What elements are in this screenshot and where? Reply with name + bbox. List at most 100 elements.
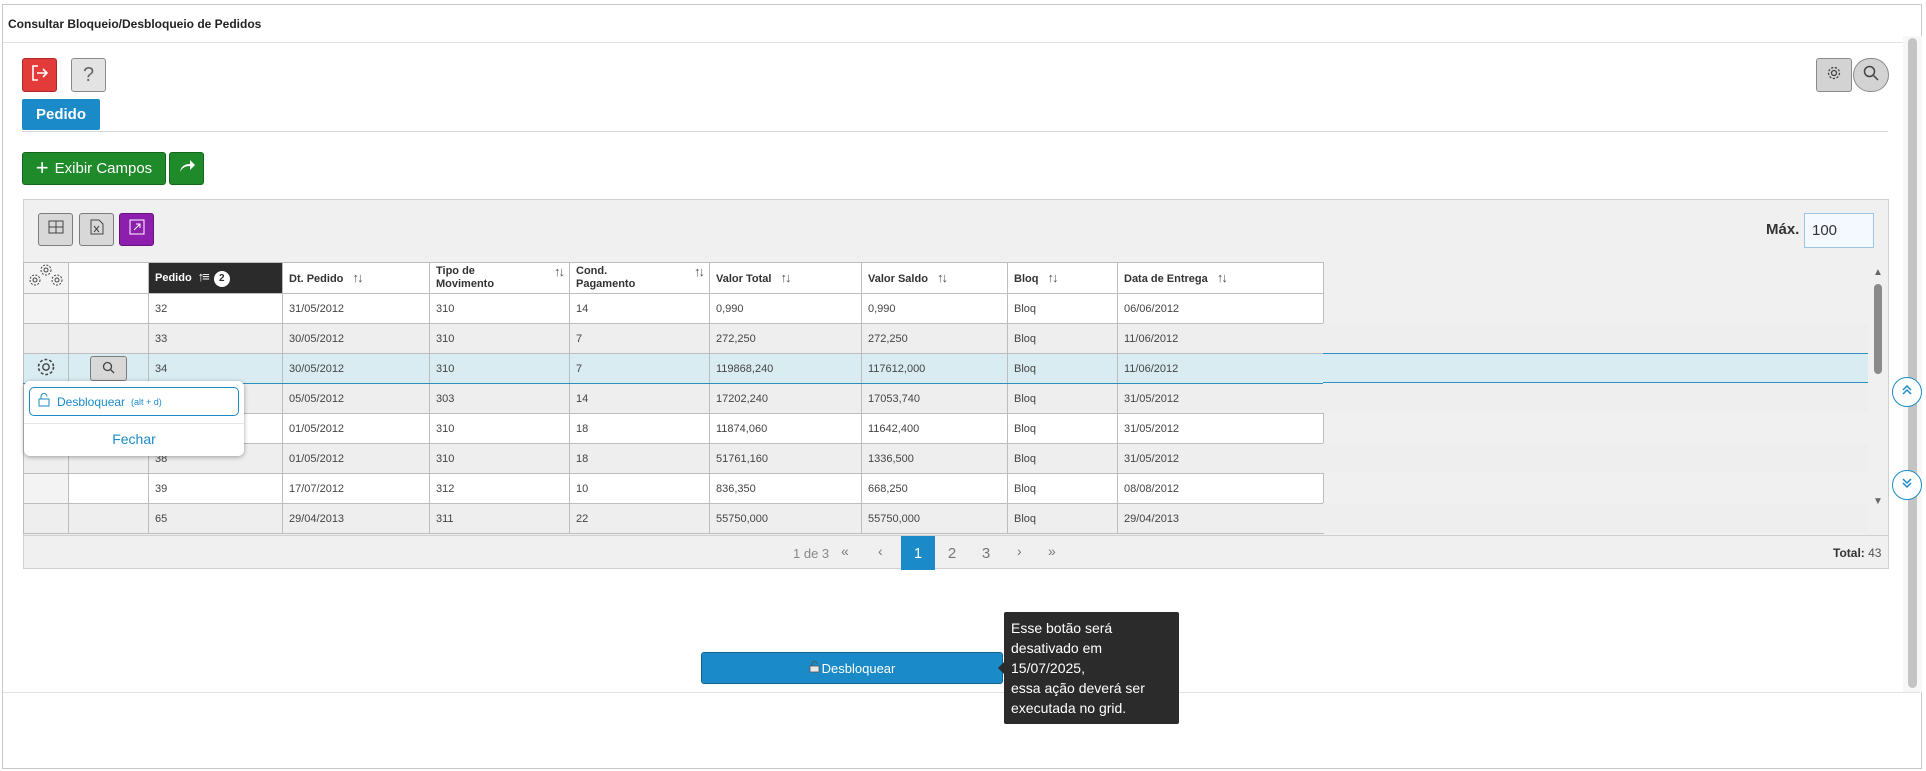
row-search-button[interactable] bbox=[90, 356, 127, 381]
page-button-1[interactable]: 1 bbox=[901, 536, 935, 570]
next-page-button[interactable]: › bbox=[1017, 543, 1022, 559]
search-icon bbox=[1863, 65, 1879, 86]
table-cell: 1336,500 bbox=[861, 443, 1008, 474]
chevrons-up-icon bbox=[1900, 383, 1914, 402]
max-rows-input[interactable] bbox=[1804, 213, 1874, 248]
column-header-pedido[interactable]: Pedido ↑≡ 2 bbox=[148, 262, 283, 294]
tooltip-line: executada no grid. bbox=[1011, 700, 1127, 716]
scroll-up-icon[interactable]: ▲ bbox=[1873, 267, 1883, 278]
page-button-3[interactable]: 3 bbox=[981, 544, 991, 562]
share-icon bbox=[178, 158, 196, 179]
table-cell: 39 bbox=[148, 473, 283, 504]
row-settings-cell[interactable] bbox=[23, 503, 69, 534]
table-cell: 18 bbox=[569, 413, 710, 444]
grid-scrollbar-thumb[interactable] bbox=[1874, 284, 1882, 374]
settings-button[interactable] bbox=[1816, 58, 1852, 92]
table-cell: 32 bbox=[148, 293, 283, 324]
column-header-cond-pagamento[interactable]: ↑↓ Cond. Pagamento bbox=[569, 262, 710, 294]
first-page-button[interactable]: « bbox=[841, 543, 849, 559]
table-cell: 31/05/2012 bbox=[1117, 413, 1324, 444]
unlock-button[interactable]: Desbloquear bbox=[701, 652, 1003, 684]
share-button[interactable] bbox=[169, 152, 204, 185]
page-button-2[interactable]: 2 bbox=[947, 544, 957, 562]
column-header-valor-saldo[interactable]: Valor Saldo ↑↓ bbox=[861, 262, 1008, 294]
table-cell: 30/05/2012 bbox=[282, 353, 430, 384]
table-cell: 311 bbox=[429, 503, 570, 534]
row-extension bbox=[1323, 413, 1868, 443]
table-cell: 17202,240 bbox=[709, 383, 862, 414]
exit-button[interactable] bbox=[22, 58, 57, 92]
row-settings-cell[interactable] bbox=[23, 473, 69, 504]
scroll-down-icon[interactable]: ▼ bbox=[1873, 496, 1883, 507]
export-excel-button[interactable] bbox=[79, 213, 114, 246]
expand-grid-button[interactable] bbox=[119, 213, 154, 246]
last-page-button[interactable]: » bbox=[1048, 543, 1056, 559]
table-cell: Bloq bbox=[1007, 443, 1118, 474]
table-cell: 22 bbox=[569, 503, 710, 534]
table-row[interactable]: 32 31/05/2012 310 14 0,990 0,990 Bloq 06/06/201… bbox=[23, 293, 1324, 324]
table-cell: 11/06/2012 bbox=[1117, 353, 1324, 384]
table-row[interactable]: 01/05/2012 310 18 11874,060 11642,400 Bloq 31/… bbox=[23, 413, 1324, 444]
grid-view-button[interactable] bbox=[38, 213, 73, 246]
exibir-campos-label: Exibir Campos bbox=[54, 160, 153, 177]
sort-icon: ↑↓ bbox=[1047, 269, 1059, 285]
unlock-icon bbox=[37, 393, 51, 410]
orders-table: Pedido ↑≡ 2 Dt. Pedido ↑↓ ↑↓ Tipo de Movime… bbox=[23, 262, 1324, 534]
menu-unlock-item[interactable]: Desbloquear (alt + d) bbox=[29, 387, 239, 416]
table-cell: 310 bbox=[429, 323, 570, 354]
search-button[interactable] bbox=[1853, 58, 1889, 92]
scroll-bottom-button[interactable] bbox=[1892, 470, 1922, 500]
chevrons-down-icon bbox=[1900, 476, 1914, 495]
columns-settings-icon bbox=[26, 264, 66, 292]
row-settings-cell[interactable] bbox=[23, 293, 69, 324]
prev-page-button[interactable]: ‹ bbox=[878, 543, 883, 559]
grid-icon bbox=[48, 220, 64, 239]
page-scrollbar-thumb[interactable] bbox=[1908, 38, 1917, 688]
table-row[interactable]: 65 29/04/2013 311 22 55750,000 55750,000 Bloq 2… bbox=[23, 503, 1324, 534]
column-header-data-entrega[interactable]: Data de Entrega ↑↓ bbox=[1117, 262, 1324, 294]
exit-icon bbox=[31, 64, 49, 86]
row-extension bbox=[1323, 503, 1868, 533]
table-cell: 836,350 bbox=[709, 473, 862, 504]
column-header-dt-pedido[interactable]: Dt. Pedido ↑↓ bbox=[282, 262, 430, 294]
table-cell: 310 bbox=[429, 353, 570, 384]
menu-unlock-label: Desbloquear bbox=[57, 394, 126, 409]
table-cell: 06/06/2012 bbox=[1117, 293, 1324, 324]
table-row[interactable]: 33 30/05/2012 310 7 272,250 272,250 Bloq 11/06/… bbox=[23, 323, 1324, 354]
gear-icon[interactable] bbox=[35, 356, 57, 378]
table-row[interactable]: 38 01/05/2012 310 18 51761,160 1336,500 Bloq 31… bbox=[23, 443, 1324, 474]
table-cell: 08/08/2012 bbox=[1117, 473, 1324, 504]
table-cell: 10 bbox=[569, 473, 710, 504]
plus-icon: + bbox=[35, 154, 49, 180]
table-cell: 31/05/2012 bbox=[1117, 383, 1324, 414]
table-cell: 0,990 bbox=[861, 293, 1008, 324]
column-header-valor-total[interactable]: Valor Total ↑↓ bbox=[709, 262, 862, 294]
exibir-campos-button[interactable]: + Exibir Campos bbox=[22, 152, 166, 185]
row-settings-cell[interactable] bbox=[23, 323, 69, 354]
column-header-tipo-movimento[interactable]: ↑↓ Tipo de Movimento bbox=[429, 262, 570, 294]
total-label: Total: bbox=[1833, 546, 1865, 560]
table-cell: 310 bbox=[429, 293, 570, 324]
grid-scrollbar[interactable]: ▲ ▼ bbox=[1869, 262, 1888, 533]
tooltip-line: 15/07/2025, bbox=[1011, 660, 1085, 676]
help-button[interactable]: ? bbox=[71, 58, 106, 92]
table-cell: Bloq bbox=[1007, 293, 1118, 324]
column-label: Dt. Pedido bbox=[289, 272, 344, 285]
table-cell: 303 bbox=[429, 383, 570, 414]
sort-icon: ↑↓ bbox=[694, 264, 705, 279]
table-row[interactable]: 34 30/05/2012 310 7 119868,240 117612,000 Bloq… bbox=[23, 353, 1324, 384]
menu-close-item[interactable]: Fechar bbox=[112, 431, 156, 447]
table-cell: 668,250 bbox=[861, 473, 1008, 504]
row-action-menu: Desbloquear (alt + d) Fechar bbox=[24, 381, 244, 456]
tab-pedido[interactable]: Pedido bbox=[22, 99, 100, 130]
page-scrollbar[interactable] bbox=[1903, 36, 1922, 692]
sort-icon: ↑↓ bbox=[780, 269, 791, 285]
sort-order-badge: 2 bbox=[213, 270, 230, 287]
header-settings-cell[interactable] bbox=[23, 262, 69, 294]
table-row[interactable]: 39 17/07/2012 312 10 836,350 668,250 Bloq 08/08… bbox=[23, 473, 1324, 504]
gear-icon bbox=[1826, 65, 1842, 86]
row-extension bbox=[1323, 353, 1868, 383]
row-settings-cell[interactable] bbox=[23, 353, 69, 384]
column-header-bloq[interactable]: Bloq ↑↓ bbox=[1007, 262, 1118, 294]
scroll-top-button[interactable] bbox=[1892, 377, 1922, 407]
